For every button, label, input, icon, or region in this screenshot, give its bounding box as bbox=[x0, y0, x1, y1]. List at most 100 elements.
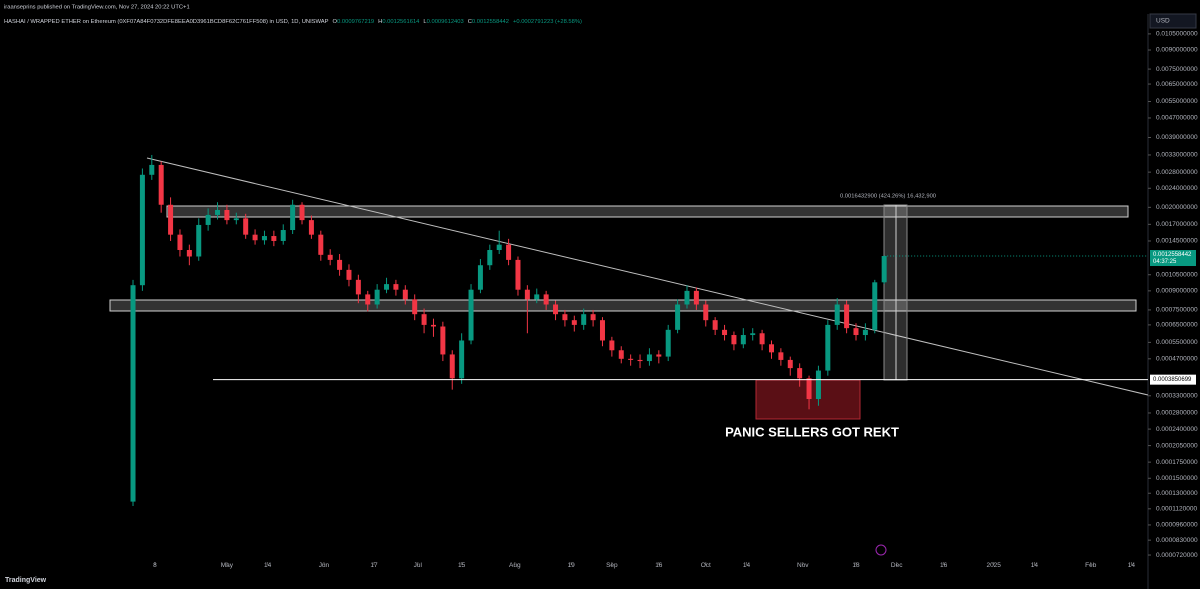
candle-body bbox=[215, 209, 221, 215]
candle-body bbox=[637, 359, 643, 362]
support-band bbox=[109, 299, 1137, 312]
y-tick-label: 0.0090000000 bbox=[1156, 47, 1198, 54]
candle-body bbox=[355, 279, 361, 295]
candle-body bbox=[252, 234, 258, 241]
y-tick-label: 0.0017000000 bbox=[1156, 221, 1198, 228]
candle-body bbox=[646, 354, 652, 362]
y-tick-label: 0.0001300000 bbox=[1156, 490, 1198, 497]
candle-body bbox=[224, 209, 230, 221]
candle-body bbox=[553, 304, 559, 315]
candle-body bbox=[487, 250, 493, 266]
candle-body bbox=[768, 344, 774, 353]
candle-body bbox=[778, 352, 784, 360]
ohlc-value: 0.0012561614 bbox=[382, 19, 420, 25]
candle-body bbox=[740, 335, 746, 345]
ohlc-value: 0.0009612403 bbox=[427, 19, 464, 25]
countdown: 04:37:25 bbox=[1153, 259, 1177, 265]
candle-body bbox=[412, 299, 418, 315]
y-tick-label: 0.0047000000 bbox=[1156, 115, 1198, 122]
y-tick-label: 0.0065000000 bbox=[1156, 81, 1198, 88]
candle-body bbox=[374, 289, 380, 305]
currency-box bbox=[1149, 13, 1197, 29]
candle-body bbox=[599, 320, 605, 341]
candle-body bbox=[327, 254, 333, 260]
y-tick-label: 0.0024000000 bbox=[1156, 185, 1198, 192]
annotation: PANIC SELLERS GOT REKT bbox=[725, 424, 899, 439]
candle-body bbox=[308, 220, 314, 235]
candle-body bbox=[562, 314, 568, 321]
ohlc-letter: H bbox=[378, 19, 382, 25]
candle-body bbox=[233, 218, 239, 221]
x-tick-label: 19 bbox=[568, 562, 576, 569]
ohlc-letter: O bbox=[333, 19, 338, 25]
y-tick-label: 0.0004700000 bbox=[1156, 356, 1198, 363]
x-tick-label: 14 bbox=[264, 562, 272, 569]
ohlc-value: 0.0012558442 bbox=[472, 19, 509, 25]
candle-body bbox=[787, 359, 793, 369]
y-tick-label: 0.0002050000 bbox=[1156, 442, 1198, 449]
currency: USD bbox=[1156, 18, 1170, 25]
candle-body bbox=[280, 230, 286, 241]
event-icon bbox=[875, 544, 887, 556]
candle-body bbox=[759, 333, 765, 345]
legend: HASHAI / WRAPPED ETHER on Ethereum (0XF0… bbox=[4, 19, 582, 25]
last-price-tag bbox=[1150, 250, 1196, 267]
x-tick-label: 14 bbox=[1128, 562, 1136, 569]
x-tick-label: 16 bbox=[940, 562, 948, 569]
y-tick-label: 0.0033000000 bbox=[1156, 152, 1198, 159]
y-tick-label: 0.0002800000 bbox=[1156, 410, 1198, 417]
x-tick-label: Feb bbox=[1085, 562, 1097, 569]
x-tick-label: 16 bbox=[655, 562, 663, 569]
candle-body bbox=[290, 204, 296, 231]
candle-body bbox=[337, 259, 343, 270]
measure-label: 0.0016432900 (424.26%) 16,432,900 bbox=[840, 194, 936, 200]
candle-body bbox=[712, 320, 718, 330]
candle-body bbox=[722, 329, 728, 336]
x-tick-label: 2025 bbox=[986, 562, 1001, 569]
candle-body bbox=[872, 282, 878, 330]
x-tick-label: Dec bbox=[891, 562, 903, 569]
y-tick-label: 0.0009000000 bbox=[1156, 288, 1198, 295]
publisher: iraanseprins published on TradingView.co… bbox=[4, 5, 190, 11]
candle-body bbox=[609, 340, 615, 351]
y-tick-label: 0.0000830000 bbox=[1156, 537, 1198, 544]
candle-body bbox=[177, 234, 183, 251]
y-tick-label: 0.0006500000 bbox=[1156, 322, 1198, 329]
candle-body bbox=[543, 294, 549, 305]
candle-body bbox=[468, 289, 474, 341]
marks bbox=[130, 154, 887, 507]
x-tick-label: 14 bbox=[743, 562, 751, 569]
candle-body bbox=[393, 284, 399, 290]
y-tick-label: 0.0001750000 bbox=[1156, 459, 1198, 466]
candle-body bbox=[581, 314, 587, 325]
candle-body bbox=[318, 234, 324, 255]
change: +0.0002791223 (+28.58%) bbox=[513, 19, 582, 25]
candle-body bbox=[299, 204, 305, 221]
candle-body bbox=[261, 236, 267, 241]
candle-body bbox=[731, 335, 737, 345]
candle-body bbox=[806, 378, 812, 400]
candle-body bbox=[656, 354, 662, 357]
candle-body bbox=[815, 370, 821, 400]
y-tick-label: 0.0010500000 bbox=[1156, 271, 1198, 278]
candle-body bbox=[243, 218, 249, 235]
candle-body bbox=[506, 244, 512, 260]
y-tick-label: 0.0039000000 bbox=[1156, 134, 1198, 141]
candle-body bbox=[196, 224, 202, 257]
y-tick-label: 0.0020000000 bbox=[1156, 204, 1198, 211]
candle-body bbox=[853, 328, 859, 336]
candle-body bbox=[421, 314, 427, 325]
x-tick-label: 14 bbox=[1031, 562, 1039, 569]
candle-body bbox=[693, 290, 699, 305]
candle-body bbox=[440, 326, 446, 355]
candle-body bbox=[524, 289, 530, 300]
candle-body bbox=[271, 236, 277, 241]
y-tick-label: 0.0000720000 bbox=[1156, 552, 1198, 559]
y-tick-label: 0.0055000000 bbox=[1156, 98, 1198, 105]
candle-body bbox=[430, 324, 436, 327]
x-tick-label: 15 bbox=[458, 562, 466, 569]
x-tick-label: Aug bbox=[509, 562, 521, 569]
candle-body bbox=[158, 164, 164, 205]
candle-body bbox=[684, 290, 690, 305]
